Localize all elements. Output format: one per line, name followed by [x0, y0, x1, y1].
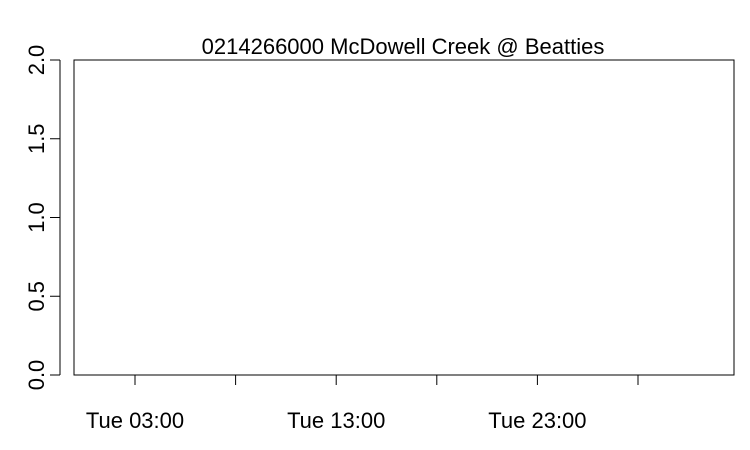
- y-tick-label: 1.0: [24, 202, 49, 233]
- y-tick-label: 1.5: [24, 123, 49, 154]
- x-tick-label: Tue 23:00: [488, 408, 586, 433]
- x-axis: Tue 03:00 Tue 13:00 Tue 23:00: [86, 374, 639, 433]
- chart-title: 0214266000 McDowell Creek @ Beatties: [202, 34, 605, 59]
- x-tick-label: Tue 03:00: [86, 408, 184, 433]
- x-tick-label: Tue 13:00: [287, 408, 385, 433]
- y-tick-label: 2.0: [24, 45, 49, 76]
- y-axis: 0.0 0.5 1.0 1.5 2.0: [24, 45, 61, 391]
- y-tick-label: 0.0: [24, 360, 49, 391]
- y-tick-label: 0.5: [24, 281, 49, 312]
